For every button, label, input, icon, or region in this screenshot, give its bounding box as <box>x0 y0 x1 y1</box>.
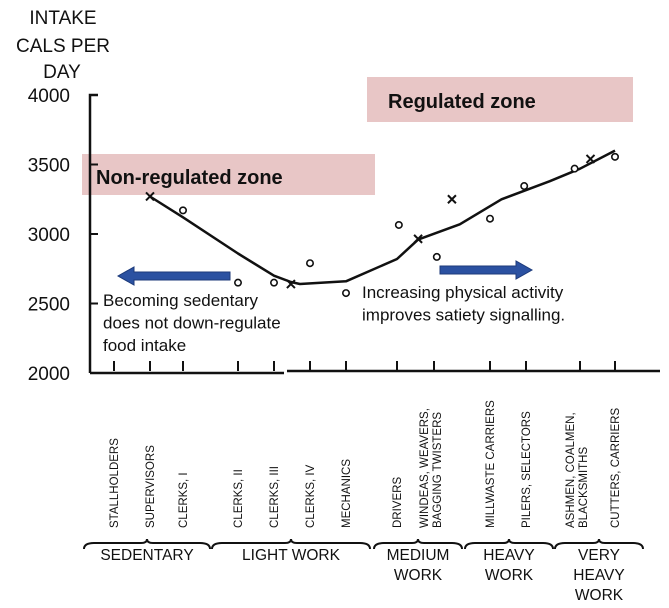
x-tick-label: CLERKS, II <box>233 469 245 528</box>
y-tick-label: 2000 <box>28 364 70 385</box>
x-tick-label: CUTTERS, CARRIERS <box>610 408 622 528</box>
data-point-cross <box>447 194 457 204</box>
y-axis-label: DAY <box>43 62 81 83</box>
y-tick-label: 2500 <box>28 295 70 316</box>
data-point-circle <box>432 252 441 261</box>
group-label: VERY <box>578 547 620 564</box>
data-point-circle <box>520 182 529 191</box>
group-brace <box>554 538 644 550</box>
annotation-text: Increasing physical activity <box>362 283 564 302</box>
left-arrow-icon <box>116 266 231 286</box>
x-tick-label: CLERKS, III <box>269 466 281 528</box>
group-brace <box>464 538 554 550</box>
x-tick-label: BAGGING TWISTERS <box>432 412 444 528</box>
data-point-circle <box>610 152 619 161</box>
annotation-text: does not down-regulate <box>103 314 281 333</box>
group-label: LIGHT WORK <box>242 547 341 564</box>
group-brace <box>211 538 371 550</box>
x-tick-label: PILERS, SELECTORS <box>521 411 533 528</box>
x-tick-label: ASHMEN, COALMEN, <box>565 412 577 528</box>
data-point-circle <box>179 206 188 215</box>
data-point-circle <box>341 289 350 298</box>
x-tick-label: MILLWASTE CARRIERS <box>485 400 497 528</box>
x-tick-label: MECHANICS <box>341 459 353 528</box>
group-label: MEDIUM <box>387 547 450 564</box>
data-point-circle <box>394 220 403 229</box>
data-point-cross <box>145 191 155 202</box>
data-point-circle <box>269 278 278 287</box>
data-point-cross <box>585 154 596 164</box>
x-tick-label: DRIVERS <box>392 477 404 528</box>
y-tick-label: 3500 <box>28 156 70 177</box>
x-tick-label: SUPERVISORS <box>145 445 157 528</box>
annotation-text: food intake <box>103 336 186 355</box>
x-tick-label: STALLHOLDERS <box>109 438 121 528</box>
right-arrow-icon <box>439 260 534 280</box>
y-axis <box>88 93 98 373</box>
group-label: HEAVY <box>573 567 624 584</box>
x-tick-label: CLERKS, IV <box>305 464 317 528</box>
x-tick-label: CLERKS, I <box>178 472 190 528</box>
zone-label: Non-regulated zone <box>96 167 283 189</box>
data-point-cross <box>286 279 296 289</box>
data-point-circle <box>305 259 314 268</box>
x-tick-label: BLACKSMITHS <box>578 447 590 528</box>
group-label: WORK <box>575 587 624 604</box>
data-point-circle <box>234 278 243 287</box>
y-axis-label: CALS PER <box>16 36 110 57</box>
group-label: SEDENTARY <box>100 547 193 564</box>
zone-box <box>82 154 375 195</box>
group-brace <box>83 538 211 550</box>
y-tick-label: 4000 <box>28 86 70 107</box>
zone-label: Regulated zone <box>388 91 536 113</box>
group-label: WORK <box>485 567 534 584</box>
y-tick-label: 3000 <box>28 225 70 246</box>
group-label: HEAVY <box>483 547 534 564</box>
data-point-cross <box>413 234 423 244</box>
x-tick-label: WINDEAS, WEAVERS, <box>419 408 431 528</box>
data-point-circle <box>485 214 494 223</box>
group-brace <box>373 538 463 550</box>
y-axis-label: INTAKE <box>29 8 96 29</box>
annotation-text: improves satiety signalling. <box>362 306 565 325</box>
zone-box <box>367 77 633 122</box>
data-point-circle <box>570 164 579 173</box>
trend-line <box>149 149 616 286</box>
annotation-text: Becoming sedentary <box>103 291 258 310</box>
group-label: WORK <box>394 567 443 584</box>
